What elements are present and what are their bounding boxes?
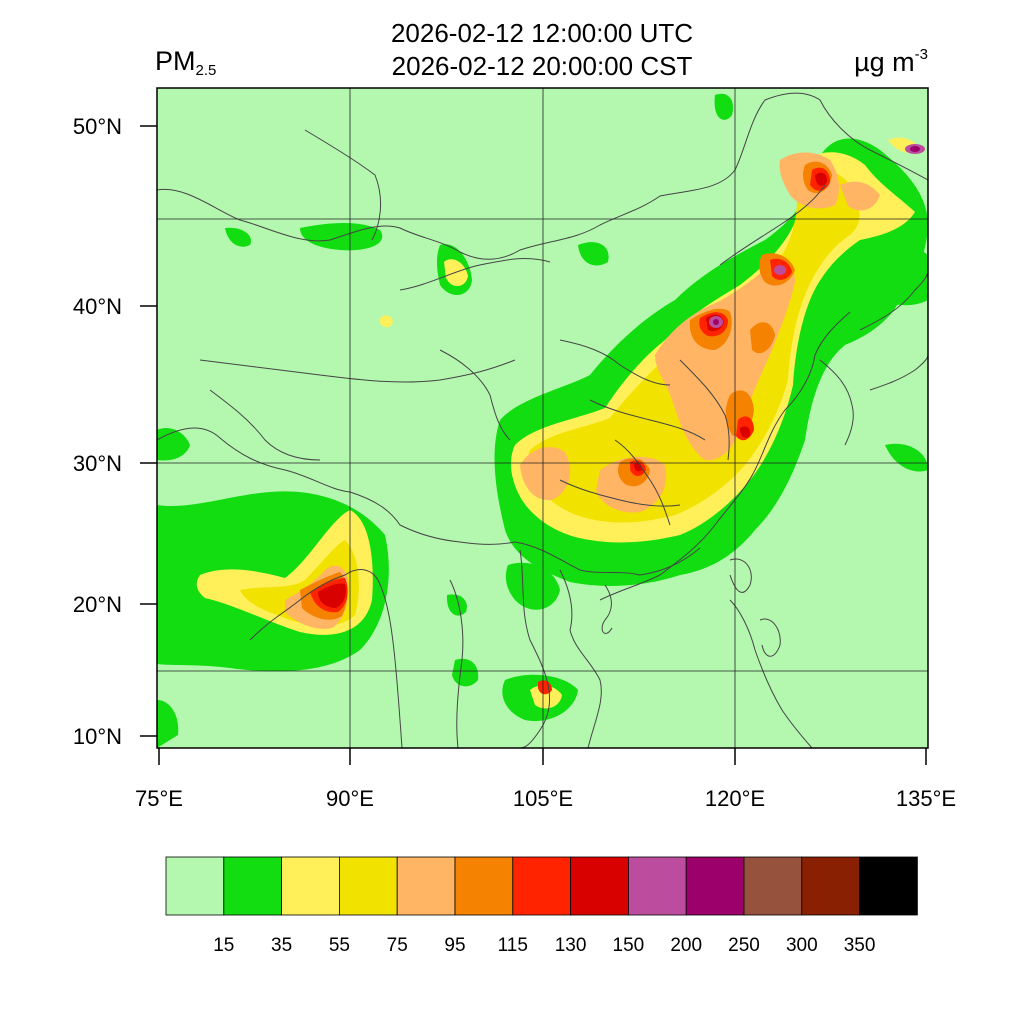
title-cst: 2026-02-12 20:00:00 CST bbox=[391, 51, 693, 81]
colorbar-label: 75 bbox=[387, 935, 408, 956]
lon-ticks bbox=[158, 748, 927, 765]
colorbar-swatch bbox=[859, 856, 918, 916]
lat-label-20: 20°N bbox=[73, 592, 122, 617]
boundaries bbox=[157, 92, 928, 748]
variable-sub: 2.5 bbox=[195, 62, 217, 79]
colorbar-swatch bbox=[512, 856, 571, 916]
colorbar-label: 250 bbox=[728, 935, 760, 956]
lat-ticks bbox=[140, 125, 157, 737]
grid-lines bbox=[157, 88, 928, 748]
colorbar-swatch bbox=[396, 856, 456, 916]
lon-label-105: 105°E bbox=[513, 786, 573, 811]
lon-label-135: 135°E bbox=[896, 786, 956, 811]
colorbar-swatch bbox=[165, 856, 225, 916]
colorbar-label: 350 bbox=[844, 935, 876, 956]
lat-label-50: 50°N bbox=[73, 114, 122, 139]
lat-label-10: 10°N bbox=[73, 724, 122, 749]
colorbar-swatch bbox=[281, 856, 340, 916]
colorbar-label: 55 bbox=[329, 935, 350, 956]
colorbar-label: 150 bbox=[613, 935, 645, 956]
units-main: µg m bbox=[854, 47, 915, 77]
colorbar-label: 115 bbox=[498, 935, 528, 956]
colorbar-swatch bbox=[685, 856, 745, 916]
title-utc: 2026-02-12 12:00:00 UTC bbox=[390, 18, 694, 48]
colorbar-label: 15 bbox=[213, 935, 234, 956]
colorbar-swatch bbox=[801, 856, 860, 916]
colorbar-swatch bbox=[628, 856, 687, 916]
variable-main: PM bbox=[155, 46, 196, 76]
lon-label-75: 75°E bbox=[135, 786, 183, 811]
colorbar-swatch bbox=[454, 856, 514, 916]
colorbar: 15 35 55 75 95 115 130 150 200 250 300 350 bbox=[165, 856, 918, 956]
pm25-field bbox=[157, 88, 928, 748]
variable-label: PM2.5 bbox=[155, 46, 216, 79]
lon-label-90: 90°E bbox=[326, 786, 374, 811]
units-label: µg m-3 bbox=[854, 46, 928, 78]
purple-hotspots bbox=[709, 144, 925, 328]
lat-label-40: 40°N bbox=[73, 294, 122, 319]
colorbar-swatch bbox=[743, 856, 803, 916]
colorbar-label: 130 bbox=[555, 935, 587, 956]
lon-label-120: 120°E bbox=[705, 786, 765, 811]
colorbar-swatch bbox=[223, 856, 283, 916]
lat-label-30: 30°N bbox=[73, 451, 122, 476]
colorbar-label: 95 bbox=[444, 935, 465, 956]
colorbar-label: 200 bbox=[670, 935, 702, 956]
colorbar-label: 300 bbox=[786, 935, 818, 956]
colorbar-label: 35 bbox=[271, 935, 292, 956]
colorbar-swatch bbox=[338, 856, 398, 916]
units-sup: -3 bbox=[914, 46, 928, 63]
colorbar-swatch bbox=[570, 856, 629, 916]
